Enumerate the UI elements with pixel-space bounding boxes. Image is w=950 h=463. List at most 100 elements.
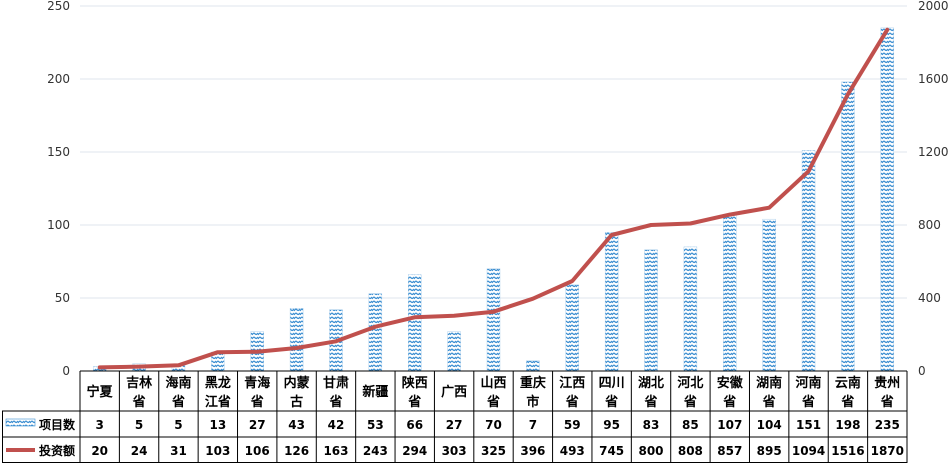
category-label: 省 <box>604 394 618 410</box>
category-label: 省 <box>762 394 776 410</box>
category-label: 甘肃 <box>323 375 349 391</box>
bar <box>486 268 501 372</box>
category-label: 江省 <box>205 394 231 410</box>
category-label: 市 <box>526 394 539 410</box>
left-tick-label: 50 <box>55 291 70 305</box>
category-label: 省 <box>407 394 421 410</box>
bar <box>289 308 304 372</box>
bar-value-label: 151 <box>796 418 821 432</box>
bar <box>723 214 737 372</box>
legend-label-bar: 项目数 <box>39 417 76 432</box>
line-value-label: 303 <box>442 444 467 458</box>
bar-value-label: 66 <box>406 418 423 432</box>
left-tick-label: 150 <box>47 145 70 159</box>
line-value-label: 325 <box>481 444 506 458</box>
line-value-label: 1870 <box>871 444 904 458</box>
category-label: 云南 <box>835 375 861 391</box>
line-value-label: 1094 <box>792 444 825 458</box>
category-label: 省 <box>722 394 736 410</box>
category-label: 江西 <box>559 375 585 391</box>
line-value-label: 745 <box>599 444 624 458</box>
category-label: 省 <box>328 394 342 410</box>
bar-value-label: 5 <box>135 418 143 432</box>
investment-line <box>97 27 890 370</box>
line-value-label: 800 <box>638 444 663 458</box>
line-value-label: 126 <box>284 444 309 458</box>
category-label: 安徽 <box>717 375 744 391</box>
category-label: 省 <box>565 394 579 410</box>
bar <box>683 246 698 372</box>
category-label: 省 <box>132 394 146 410</box>
category-label: 新疆 <box>362 384 388 400</box>
bar-value-label: 3 <box>96 418 104 432</box>
category-label: 广西 <box>441 384 467 400</box>
category-label: 湖北 <box>638 376 664 391</box>
line-value-label: 20 <box>91 444 108 458</box>
bar-value-label: 42 <box>328 418 345 432</box>
bar-value-label: 70 <box>485 418 502 432</box>
bar <box>801 150 816 372</box>
category-label: 海南 <box>165 375 191 391</box>
line-value-label: 24 <box>131 444 148 458</box>
line-value-label: 106 <box>245 444 270 458</box>
right-tick-label: 0 <box>918 364 926 378</box>
category-label: 省 <box>683 394 697 410</box>
bar <box>408 274 422 372</box>
legend-label-line: 投资额 <box>39 443 75 458</box>
category-label: 省 <box>801 394 815 410</box>
right-axis: 0 400 800 1200 1600 2000 <box>918 0 949 378</box>
bar-value-label: 5 <box>174 418 182 432</box>
bar-value-label: 13 <box>209 418 226 432</box>
line-value-label: 103 <box>205 444 230 458</box>
category-label: 贵州 <box>874 375 900 391</box>
left-tick-label: 0 <box>62 364 70 378</box>
category-label: 山西 <box>480 375 506 391</box>
line-value-label: 396 <box>520 444 545 458</box>
bar-value-label: 7 <box>529 418 537 432</box>
category-label: 古 <box>290 394 303 410</box>
line-value-label: 808 <box>678 444 703 458</box>
right-tick-label: 1600 <box>918 72 949 86</box>
bar-value-label: 59 <box>564 418 581 432</box>
bar <box>762 218 776 372</box>
line-value-label: 294 <box>402 444 427 458</box>
bar <box>841 81 855 372</box>
bar-value-label: 235 <box>875 418 900 432</box>
bar-value-label: 198 <box>835 418 860 432</box>
bar <box>565 284 579 372</box>
bar-value-label: 27 <box>446 418 463 432</box>
bar-value-label: 95 <box>603 418 620 432</box>
category-label: 河北 <box>677 375 703 391</box>
bar-value-label: 27 <box>249 418 266 432</box>
bar-value-label: 83 <box>643 418 660 432</box>
bar-value-label: 104 <box>757 418 782 432</box>
bar-value-label: 107 <box>717 418 742 432</box>
line-value-label: 857 <box>717 444 742 458</box>
line-series <box>97 27 890 370</box>
category-label: 四川 <box>599 376 625 391</box>
line-value-label: 1516 <box>831 444 864 458</box>
line-value-label: 31 <box>170 444 187 458</box>
left-tick-label: 200 <box>47 72 70 86</box>
category-label: 省 <box>171 394 185 410</box>
right-tick-label: 800 <box>918 218 941 232</box>
category-label: 吉林 <box>126 375 152 391</box>
gridlines <box>80 5 907 299</box>
category-label: 省 <box>644 394 658 410</box>
bar <box>644 249 658 372</box>
left-tick-label: 250 <box>47 0 70 13</box>
bar <box>447 331 461 372</box>
line-value-label: 493 <box>560 444 585 458</box>
bar-value-label: 53 <box>367 418 384 432</box>
category-label: 省 <box>840 394 854 410</box>
bar-series <box>92 27 895 372</box>
bar <box>604 232 619 372</box>
category-label: 青海 <box>244 375 270 391</box>
category-label: 陕西 <box>402 375 428 391</box>
category-label: 河南 <box>796 375 822 391</box>
line-value-label: 243 <box>363 444 388 458</box>
category-label: 黑龙 <box>205 375 231 391</box>
line-value-label: 895 <box>757 444 782 458</box>
category-label: 重庆 <box>520 375 546 391</box>
